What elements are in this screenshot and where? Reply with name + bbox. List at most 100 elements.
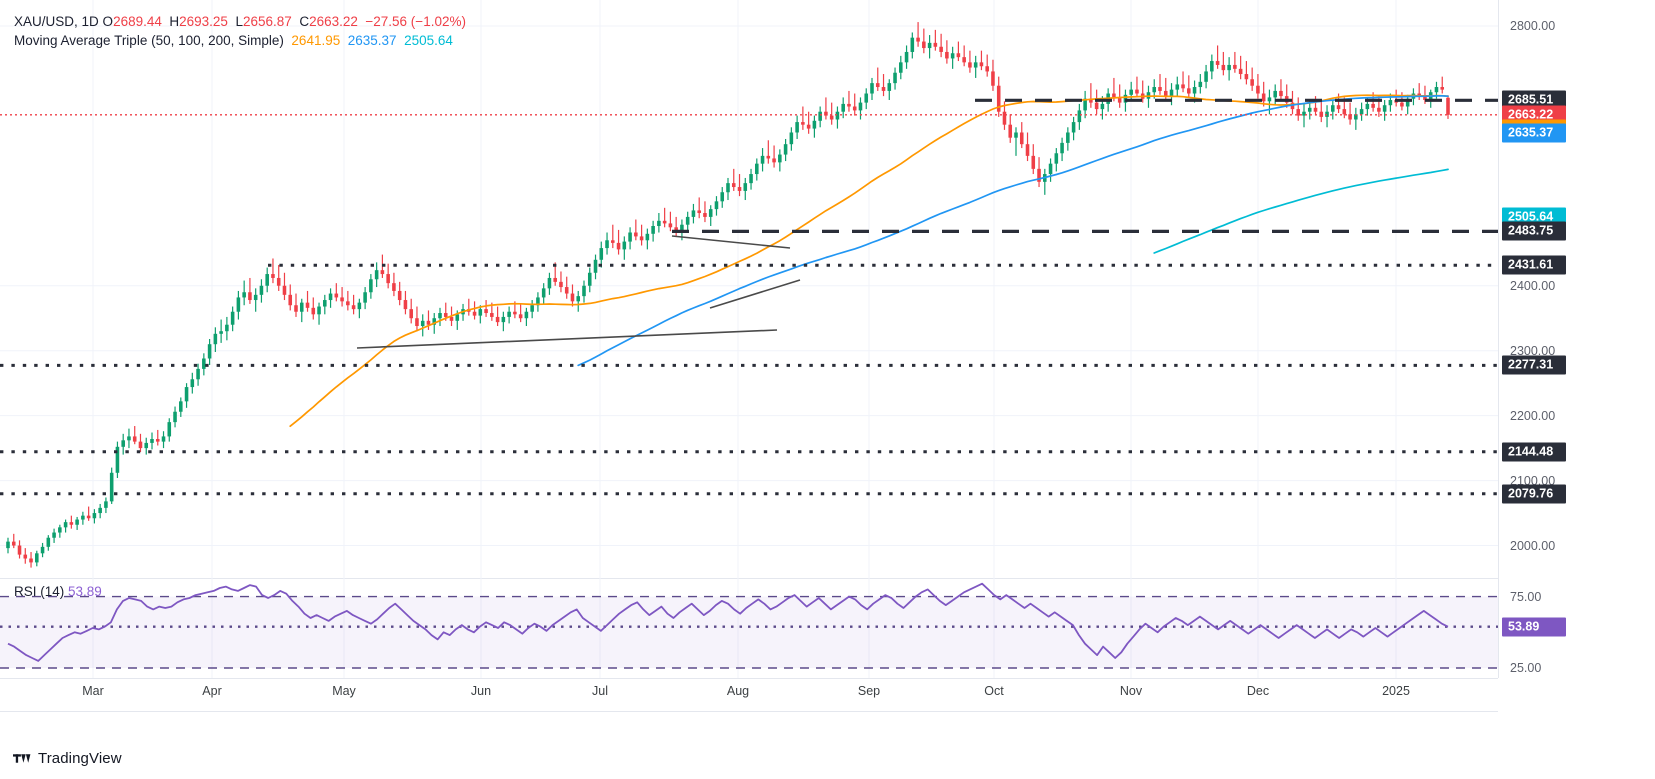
candle-body bbox=[1112, 93, 1116, 98]
rsi-axis[interactable]: 75.00 53.89 25.00 bbox=[1498, 578, 1655, 678]
candle-body bbox=[426, 320, 431, 325]
candle-body bbox=[328, 293, 333, 301]
candle-body bbox=[455, 314, 460, 321]
candle-body bbox=[950, 53, 955, 59]
candle-body bbox=[1158, 87, 1162, 91]
price-level-badge[interactable]: 2079.76 bbox=[1502, 484, 1566, 504]
candle-body bbox=[783, 144, 788, 155]
candle-body bbox=[323, 300, 327, 307]
candle-body bbox=[190, 379, 195, 388]
price-chart-canvas[interactable] bbox=[0, 0, 1498, 578]
candle-body bbox=[945, 51, 949, 59]
candle-body bbox=[852, 106, 857, 111]
candle-body bbox=[645, 233, 650, 241]
candle-body bbox=[553, 277, 557, 282]
candle-body bbox=[1094, 102, 1099, 110]
rsi-value-badge[interactable]: 53.89 bbox=[1502, 617, 1566, 637]
price-tick: 2800.00 bbox=[1510, 18, 1556, 33]
candle-body bbox=[1215, 61, 1220, 65]
candle-body bbox=[933, 42, 938, 47]
candle-body bbox=[334, 293, 339, 298]
candle-body bbox=[1417, 93, 1421, 97]
candle-body bbox=[829, 115, 834, 120]
candle-body bbox=[1152, 87, 1157, 93]
candle-body bbox=[1054, 153, 1059, 164]
candle-body bbox=[691, 210, 696, 217]
candle-body bbox=[17, 545, 22, 555]
candle-body bbox=[772, 158, 776, 163]
price-tick: 2100.00 bbox=[1510, 473, 1556, 488]
candle-body bbox=[1446, 97, 1450, 115]
candle-body bbox=[541, 288, 546, 298]
price-level-badge[interactable]: 2685.51 bbox=[1502, 90, 1566, 110]
candle-body bbox=[513, 311, 517, 315]
candle-body bbox=[968, 62, 972, 68]
candle-body bbox=[253, 294, 258, 301]
price-level-badge[interactable]: 2277.31 bbox=[1502, 355, 1566, 375]
candle-body bbox=[1336, 105, 1341, 110]
candle-body bbox=[996, 85, 1001, 112]
axis-divider bbox=[1498, 0, 1499, 578]
candle-body bbox=[207, 344, 212, 359]
candle-body bbox=[789, 132, 794, 145]
candle-body bbox=[1388, 100, 1393, 106]
candle-body bbox=[98, 507, 102, 514]
price-level-badge[interactable]: 2483.75 bbox=[1502, 221, 1566, 241]
candle-body bbox=[392, 283, 396, 291]
candle-body bbox=[893, 72, 897, 84]
price-level-badge[interactable]: 2431.61 bbox=[1502, 255, 1566, 275]
candle-body bbox=[714, 201, 719, 210]
candle-body bbox=[1175, 84, 1180, 90]
candle-body bbox=[1348, 114, 1352, 120]
candle-body bbox=[835, 111, 840, 120]
candle-body bbox=[1313, 107, 1318, 112]
price-axis[interactable]: 2800.00 2400.00 2300.00 2200.00 2100.00 2000.… bbox=[1498, 0, 1655, 578]
candle-body bbox=[1221, 64, 1226, 71]
rsi-tick: 25.00 bbox=[1510, 661, 1542, 675]
candle-body bbox=[92, 513, 97, 519]
rsi-line bbox=[7, 582, 1449, 662]
price-tick: 2400.00 bbox=[1510, 278, 1556, 293]
tradingview-logo-icon bbox=[13, 754, 31, 763]
candle-body bbox=[501, 316, 506, 323]
candle-body bbox=[1273, 90, 1277, 98]
candle-body bbox=[63, 522, 68, 528]
candle-body bbox=[1014, 132, 1018, 138]
candle-body bbox=[795, 122, 799, 133]
candle-body bbox=[524, 311, 529, 319]
price-level-badge[interactable]: 2635.37 bbox=[1502, 123, 1566, 143]
candle-body bbox=[242, 292, 246, 298]
candle-body bbox=[611, 240, 615, 243]
candle-body bbox=[438, 313, 442, 319]
time-axis[interactable]: Mar Apr May Jun Jul Aug Sep Oct Nov Dec 2025 bbox=[0, 678, 1498, 712]
candle-body bbox=[685, 216, 690, 225]
candle-body bbox=[478, 309, 483, 316]
candle-body bbox=[225, 324, 229, 332]
candle-body bbox=[1331, 105, 1335, 112]
candle-body bbox=[1031, 155, 1036, 169]
candle-body bbox=[132, 436, 137, 442]
candle-body bbox=[449, 316, 454, 321]
candle-body bbox=[1008, 124, 1013, 138]
candle-body bbox=[570, 293, 575, 302]
candle-body bbox=[1163, 90, 1168, 97]
candle-body bbox=[875, 83, 880, 88]
candle-body bbox=[167, 422, 172, 437]
candle-body bbox=[760, 155, 765, 164]
candle-body bbox=[755, 163, 759, 175]
candle-body bbox=[472, 311, 477, 316]
candle-body bbox=[1048, 163, 1053, 175]
candle-body bbox=[495, 316, 500, 323]
candle-body bbox=[1233, 64, 1237, 69]
candle-body bbox=[1382, 105, 1387, 112]
candle-body bbox=[1025, 144, 1030, 156]
rsi-indicator-canvas[interactable] bbox=[0, 578, 1498, 678]
candle-body bbox=[731, 183, 736, 188]
candle-body bbox=[1307, 107, 1312, 112]
candle-body bbox=[299, 302, 304, 312]
price-level-badge[interactable]: 2144.48 bbox=[1502, 442, 1566, 462]
candle-body bbox=[484, 309, 488, 314]
candle-body bbox=[415, 318, 419, 327]
candle-body bbox=[75, 519, 79, 525]
candle-body bbox=[357, 302, 362, 310]
